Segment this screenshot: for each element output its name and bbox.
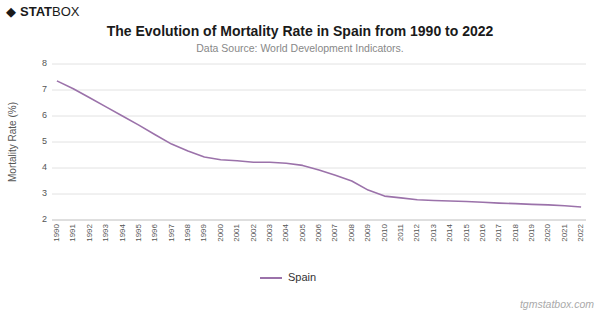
title: The Evolution of Mortality Rate in Spain… <box>107 23 494 39</box>
x-axis-line <box>52 220 586 221</box>
grid-line <box>52 90 586 91</box>
grid-line <box>52 64 586 65</box>
y-tick-label: 7 <box>42 84 47 94</box>
grid-line <box>52 116 586 117</box>
x-tick-label: 1995 <box>134 223 143 241</box>
chart: ◆ STATBOX The Evolution of Mortality Rate … <box>0 0 600 314</box>
x-tick-label: 2006 <box>314 223 323 241</box>
grid-line <box>52 142 586 143</box>
y-axis-label: Mortality Rate (%) <box>7 102 18 182</box>
x-tick-label: 2019 <box>527 223 536 241</box>
y-tick-label: 5 <box>42 136 47 146</box>
x-tick-label: 1993 <box>101 223 110 241</box>
y-tick-label: 8 <box>42 58 47 68</box>
x-tick-label: 2014 <box>445 223 454 241</box>
x-tick-label: 2001 <box>232 223 241 241</box>
x-tick-label: 1991 <box>68 223 77 241</box>
x-tick-label: 2007 <box>330 223 339 241</box>
plot-area <box>57 81 581 207</box>
x-tick-label: 2012 <box>412 223 421 241</box>
x-tick-label: 1992 <box>85 223 94 241</box>
y-tick-label: 2 <box>42 214 47 224</box>
x-tick-label: 2018 <box>511 223 520 241</box>
x-tick-label: 2022 <box>576 223 585 241</box>
x-tick-label: 2011 <box>396 223 405 241</box>
x-tick-label: 2020 <box>543 223 552 241</box>
x-tick-label: 2017 <box>494 223 503 241</box>
logo-part: BOX <box>52 4 80 19</box>
grid-line <box>52 168 586 169</box>
x-tick-label: 1990 <box>52 223 61 241</box>
logo-part: STAT <box>20 4 52 19</box>
grid-line <box>52 194 586 195</box>
x-tick-label: 2016 <box>478 223 487 241</box>
logo-part: ◆ <box>6 4 16 19</box>
watermark: tgmstatbox.com <box>520 298 594 310</box>
x-tick-label: 1999 <box>199 223 208 241</box>
x-tick-label: 2021 <box>560 223 569 241</box>
x-tick-label: 1994 <box>118 223 127 241</box>
x-tick-label: 2005 <box>298 223 307 241</box>
x-tick-label: 2008 <box>347 223 356 241</box>
logo: ◆ STATBOX <box>6 4 80 19</box>
x-tick-label: 2002 <box>249 223 258 241</box>
x-tick-label: 2003 <box>265 223 274 241</box>
data-line <box>57 81 581 207</box>
y-tick-label: 4 <box>42 162 47 172</box>
subtitle: Data Source: World Development Indicator… <box>196 42 404 54</box>
x-tick-label: 1998 <box>183 223 192 241</box>
x-tick-label: 2000 <box>216 223 225 241</box>
x-tick-label: 2013 <box>429 223 438 241</box>
y-tick-label: 6 <box>42 110 47 120</box>
x-tick-label: 2009 <box>363 223 372 241</box>
x-tick-label: 2015 <box>462 223 471 241</box>
legend-swatch <box>260 277 282 279</box>
legend-label: Spain <box>288 271 316 283</box>
x-tick-label: 1997 <box>167 223 176 241</box>
legend: Spain <box>260 271 316 283</box>
x-tick-label: 2004 <box>281 223 290 241</box>
grid-line <box>52 220 586 221</box>
y-tick-label: 3 <box>42 188 47 198</box>
x-tick-label: 1996 <box>150 223 159 241</box>
y-grid <box>52 64 586 220</box>
x-tick-label: 2010 <box>380 223 389 241</box>
